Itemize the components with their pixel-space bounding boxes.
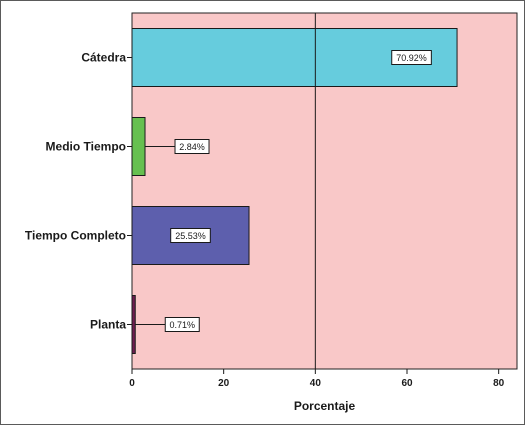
y-tick-label: Medio Tiempo [46, 140, 126, 154]
x-tick-label: 80 [493, 378, 505, 389]
y-tick-label: Planta [90, 318, 126, 332]
data-label: 25.53% [175, 231, 206, 241]
x-axis-title: Porcentaje [294, 399, 356, 413]
x-tick-label: 40 [310, 378, 322, 389]
x-tick-label: 20 [218, 378, 230, 389]
y-tick-label: Cátedra [81, 51, 126, 65]
data-label-box [391, 50, 432, 65]
data-label: 0.71% [169, 320, 195, 330]
bar-planta [131, 295, 136, 354]
data-label-box [174, 139, 210, 154]
y-tick-label: Tiempo Completo [25, 229, 126, 243]
data-label: 70.92% [396, 53, 427, 63]
data-label-box [164, 317, 200, 332]
data-label-box [170, 228, 211, 243]
bar-medio-tiempo [131, 117, 146, 176]
data-label: 2.84% [179, 142, 205, 152]
x-tick-label: 0 [129, 378, 135, 389]
x-tick-label: 60 [401, 378, 413, 389]
